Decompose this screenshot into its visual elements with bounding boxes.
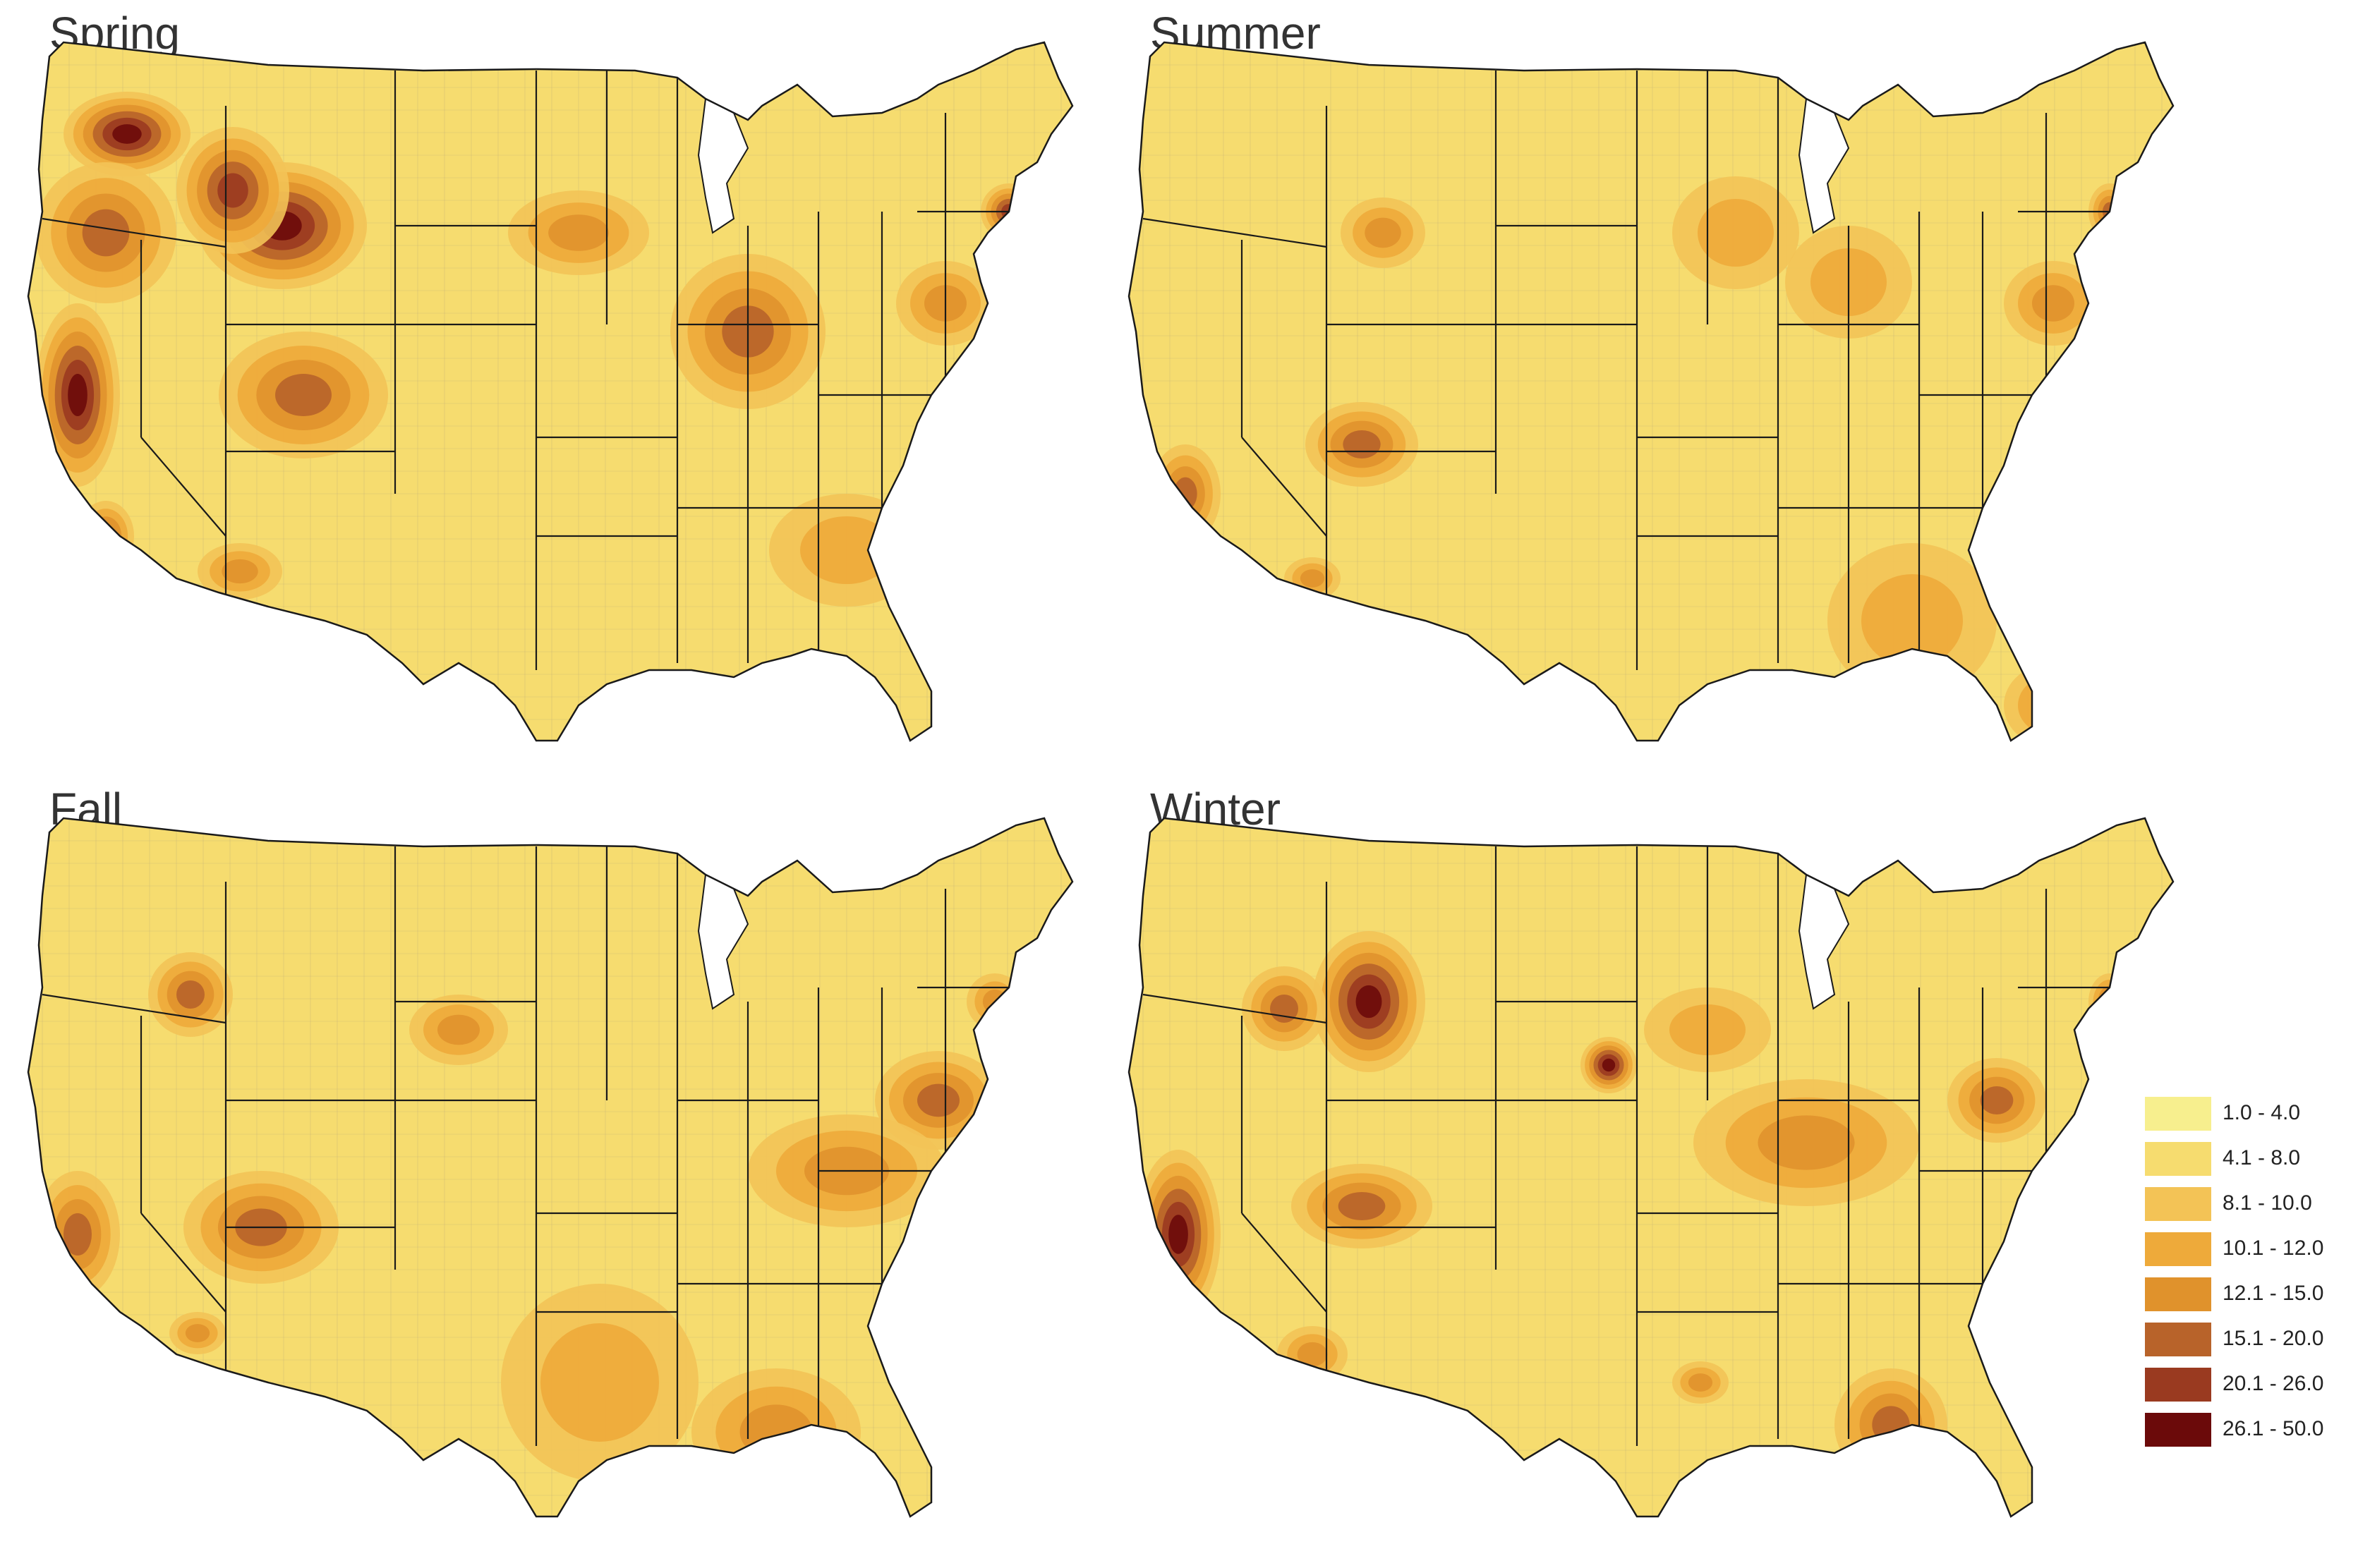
- us-land: [1129, 818, 2173, 1517]
- map-panel-summer: Summer: [1101, 0, 2201, 769]
- hotspot-region: [112, 124, 142, 144]
- hotspot-region: [1297, 1342, 1328, 1367]
- hotspot-region: [1861, 574, 1963, 667]
- hotspot-region: [64, 1213, 92, 1256]
- legend-label: 8.1 - 10.0: [2223, 1191, 2312, 1215]
- map-panel-spring: Spring: [0, 0, 1101, 769]
- hotspot-region: [68, 374, 87, 416]
- legend-swatch: [2145, 1368, 2211, 1402]
- legend-label: 26.1 - 50.0: [2223, 1417, 2324, 1440]
- us-map: [1127, 41, 2175, 742]
- legend-swatch: [2145, 1323, 2211, 1356]
- hotspot-region: [275, 374, 332, 416]
- hotspot-region: [1168, 1215, 1188, 1254]
- legend-swatch: [2145, 1277, 2211, 1311]
- us-land: [1129, 42, 2173, 741]
- legend-swatch: [2145, 1097, 2211, 1131]
- hotspot-region: [1355, 985, 1382, 1019]
- hotspot-region: [2103, 992, 2117, 1011]
- hotspot-region: [1602, 1058, 1616, 1072]
- hotspot-region: [1338, 1192, 1386, 1220]
- hotspot-region: [2005, 516, 2031, 542]
- legend-item: 20.1 - 26.0: [2145, 1368, 2357, 1402]
- hotspot-region: [800, 516, 893, 584]
- hotspot-region: [185, 1324, 210, 1342]
- hotspot-region: [2098, 985, 2122, 1018]
- legend-item: 15.1 - 20.0: [2145, 1323, 2357, 1356]
- legend-label: 10.1 - 12.0: [2223, 1236, 2324, 1260]
- legend-label: 4.1 - 8.0: [2223, 1146, 2301, 1169]
- legend-label: 12.1 - 15.0: [2223, 1282, 2324, 1305]
- hotspot-region: [1990, 501, 2046, 557]
- legend-swatch: [2145, 1232, 2211, 1266]
- us-map: [27, 817, 1074, 1518]
- legend-swatch: [2145, 1142, 2211, 1176]
- hotspot-region: [548, 214, 609, 251]
- hotspot-region: [1758, 1115, 1855, 1170]
- hotspot-region: [1698, 199, 1774, 267]
- legend-label: 15.1 - 20.0: [2223, 1327, 2324, 1350]
- legend-item: 26.1 - 50.0: [2145, 1413, 2357, 1447]
- hotspot-region: [1997, 509, 2038, 549]
- map-panel-fall: Fall: [0, 776, 1101, 1545]
- legend-label: 20.1 - 26.0: [2223, 1372, 2324, 1395]
- legend-swatch: [2145, 1187, 2211, 1221]
- hotspot-region: [917, 1083, 960, 1117]
- hotspot-region: [1300, 569, 1325, 588]
- hotspot-region: [1343, 430, 1381, 458]
- hotspot-region: [1173, 477, 1197, 511]
- hotspot-region: [222, 559, 258, 584]
- legend-label: 1.0 - 4.0: [2223, 1101, 2301, 1124]
- hotspot-region: [1980, 1086, 2014, 1114]
- us-land: [28, 818, 1072, 1517]
- legend-item: 4.1 - 8.0: [2145, 1142, 2357, 1176]
- hotspot-region: [739, 1404, 813, 1459]
- map-panel-winter: Winter: [1101, 776, 2201, 1545]
- legend-item: 1.0 - 4.0: [2145, 1097, 2357, 1131]
- hotspot-region: [1688, 1373, 1713, 1392]
- hotspot-region: [2032, 687, 2074, 724]
- hotspot-region: [540, 1323, 659, 1442]
- legend-swatch: [2145, 1413, 2211, 1447]
- hotspot-region: [82, 209, 130, 257]
- hotspot-region: [437, 1014, 480, 1045]
- hotspot-region: [1872, 1406, 1910, 1444]
- hotspot-region: [176, 980, 205, 1009]
- hotspot-region: [217, 173, 248, 208]
- legend-item: 10.1 - 12.0: [2145, 1232, 2357, 1266]
- hotspot-region: [1365, 217, 1401, 248]
- us-map: [27, 41, 1074, 742]
- legend-item: 12.1 - 15.0: [2145, 1277, 2357, 1311]
- hotspot-region: [2032, 285, 2074, 322]
- legend-item: 8.1 - 10.0: [2145, 1187, 2357, 1221]
- us-map: [1127, 817, 2175, 1518]
